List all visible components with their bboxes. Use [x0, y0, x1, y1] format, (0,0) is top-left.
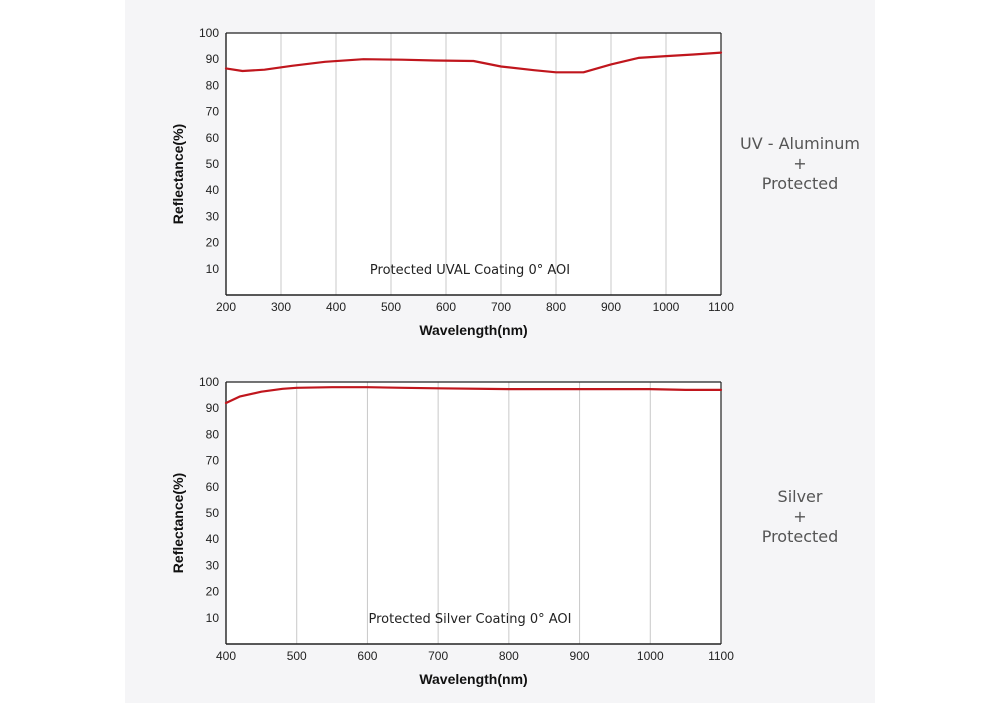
top-chart-y-tick-label: 90 [206, 52, 220, 66]
top-chart-y-tick-label: 80 [206, 78, 220, 92]
top-chart-plot-area [226, 33, 721, 295]
top-chart-x-tick-label: 1000 [653, 300, 680, 314]
bottom-chart-y-tick-label: 50 [206, 506, 220, 520]
bottom-chart-series-line [224, 386, 723, 405]
top-chart-y-axis-label: Reflectance(%) [170, 124, 186, 224]
top-chart-y-tick-label: 40 [206, 183, 220, 197]
side-label-top: UV - Aluminum + Protected [700, 134, 900, 194]
top-chart-x-tick-label: 1100 [708, 300, 734, 314]
bottom-chart-plot-area [226, 382, 721, 644]
side-label-bottom-line2: + [793, 507, 807, 526]
bottom-chart-x-tick-label: 900 [570, 649, 590, 663]
top-chart-x-tick-label: 900 [601, 300, 621, 314]
bottom-chart-x-tick-label: 1000 [637, 649, 664, 663]
top-chart-y-tick-label: 50 [206, 157, 220, 171]
bottom-chart-x-tick-label: 500 [287, 649, 307, 663]
top-chart-y-tick-label: 30 [206, 209, 220, 223]
top-chart-x-tick-label: 800 [546, 300, 566, 314]
top-chart-x-tick-label: 300 [271, 300, 291, 314]
top-chart-y-tick-label: 20 [206, 236, 220, 250]
top-chart-x-tick-label: 700 [491, 300, 511, 314]
top-chart-x-tick-label: 400 [326, 300, 346, 314]
bottom-chart-y-tick-label: 20 [206, 585, 220, 599]
bottom-chart-x-tick-label: 1100 [708, 649, 734, 663]
bottom-chart-x-tick-label: 700 [428, 649, 448, 663]
bottom-chart-y-tick-label: 40 [206, 532, 220, 546]
side-label-bottom-line3: Protected [761, 527, 839, 546]
bottom-chart-annotation: Protected Silver Coating 0° AOI [369, 612, 572, 627]
top-chart-x-axis-label: Wavelength(nm) [419, 322, 527, 338]
bottom-chart-y-tick-label: 60 [206, 480, 220, 494]
top-chart-annotation: Protected UVAL Coating 0° AOI [370, 263, 570, 278]
top-chart-y-tick-label: 10 [206, 262, 220, 276]
top-chart-x-tick-label: 200 [216, 300, 236, 314]
side-label-bottom: Silver + Protected [700, 487, 900, 547]
top-chart-x-tick-label: 500 [381, 300, 401, 314]
side-label-top-line2: + [793, 154, 807, 173]
top-chart-x-tick-label: 600 [436, 300, 456, 314]
top-chart-y-tick-label: 60 [206, 131, 220, 145]
bottom-chart-y-tick-label: 100 [199, 375, 219, 389]
bottom-chart-y-axis-label: Reflectance(%) [170, 473, 186, 573]
bottom-chart-y-tick-label: 30 [206, 558, 220, 572]
side-label-bottom-line1: Silver [777, 487, 823, 506]
top-chart-y-tick-label: 70 [206, 105, 220, 119]
side-label-top-line3: Protected [761, 174, 839, 193]
bottom-chart-x-tick-label: 600 [357, 649, 377, 663]
bottom-chart-y-tick-label: 70 [206, 454, 220, 468]
bottom-chart-y-tick-label: 80 [206, 427, 220, 441]
side-label-top-line1: UV - Aluminum [739, 134, 861, 153]
bottom-chart-x-tick-label: 800 [499, 649, 519, 663]
bottom-chart-y-tick-label: 10 [206, 611, 220, 625]
bottom-chart-y-tick-label: 90 [206, 401, 220, 415]
top-chart-series-line [224, 51, 723, 74]
bottom-chart-x-tick-label: 400 [216, 649, 236, 663]
bottom-chart-x-axis-label: Wavelength(nm) [419, 671, 527, 687]
top-chart-y-tick-label: 100 [199, 26, 219, 40]
